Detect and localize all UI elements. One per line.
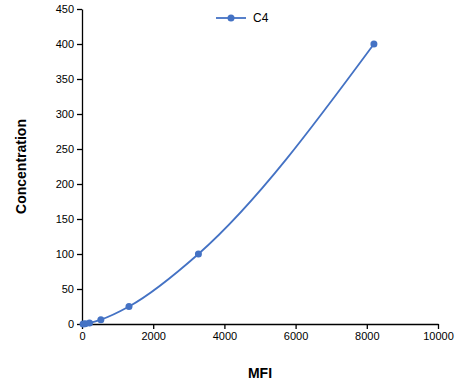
marker	[125, 303, 132, 310]
tick-mark	[367, 324, 368, 329]
tick-mark	[77, 79, 82, 80]
tick-mark	[77, 149, 82, 150]
tick: 6000	[284, 324, 308, 342]
tick: 10000	[423, 324, 454, 342]
tick: 8000	[355, 324, 379, 342]
tick-mark	[153, 324, 154, 329]
tick-label: 200	[56, 178, 74, 190]
tick: 350	[56, 73, 82, 85]
tick-label: 6000	[284, 330, 308, 342]
series-layer	[80, 41, 378, 328]
tick-mark	[77, 114, 82, 115]
tick: 150	[56, 213, 82, 225]
plot: 0 2000 4000 6000 8000 10000 0 50 100 150 200 250 300…	[56, 3, 454, 342]
tick: 200	[56, 178, 82, 190]
tick-label: 100	[56, 248, 74, 260]
tick-label: 450	[56, 3, 74, 15]
tick-label: 0	[68, 318, 74, 330]
tick: 300	[56, 108, 82, 120]
tick: 100	[56, 248, 82, 260]
tick-label: 50	[62, 283, 74, 295]
tick-mark	[77, 219, 82, 220]
legend-item: C4	[216, 11, 269, 25]
tick: 450	[56, 3, 82, 15]
tick-mark	[77, 9, 82, 10]
tick: 2000	[141, 324, 165, 342]
tick-mark	[77, 44, 82, 45]
tick-label: 350	[56, 73, 74, 85]
tick-mark	[295, 324, 296, 329]
tick-label: 0	[79, 330, 85, 342]
tick-label: 300	[56, 108, 74, 120]
tick: 50	[62, 283, 82, 295]
marker	[370, 41, 377, 48]
tick-mark	[224, 324, 225, 329]
tick-label: 4000	[213, 330, 237, 342]
tick-label: 8000	[355, 330, 379, 342]
y-axis-title: Concentration	[13, 119, 29, 214]
x-axis-title: MFI	[248, 365, 272, 381]
axis-line	[82, 10, 83, 325]
marker	[195, 251, 202, 258]
chart: 0 2000 4000 6000 8000 10000 0 50 100 150 200 250 300…	[0, 0, 469, 392]
tick-mark	[438, 324, 439, 329]
tick-label: 250	[56, 143, 74, 155]
tick-label: 2000	[141, 330, 165, 342]
tick-mark	[77, 254, 82, 255]
tick: 250	[56, 143, 82, 155]
y-axis: 0 50 100 150 200 250 300 350 400 450	[56, 3, 83, 330]
tick: 400	[56, 38, 82, 50]
marker	[97, 316, 104, 323]
tick: 4000	[213, 324, 237, 342]
marker	[86, 319, 93, 326]
tick-mark	[77, 184, 82, 185]
axis-line	[83, 324, 439, 325]
x-axis: 0 2000 4000 6000 8000 10000	[79, 324, 453, 342]
tick-label: 10000	[423, 330, 454, 342]
tick-label: 150	[56, 213, 74, 225]
legend-marker	[228, 15, 235, 22]
series-line	[83, 44, 374, 324]
tick-mark	[77, 289, 82, 290]
legend: C4	[216, 11, 269, 25]
legend-label: C4	[253, 11, 269, 25]
tick-label: 400	[56, 38, 74, 50]
